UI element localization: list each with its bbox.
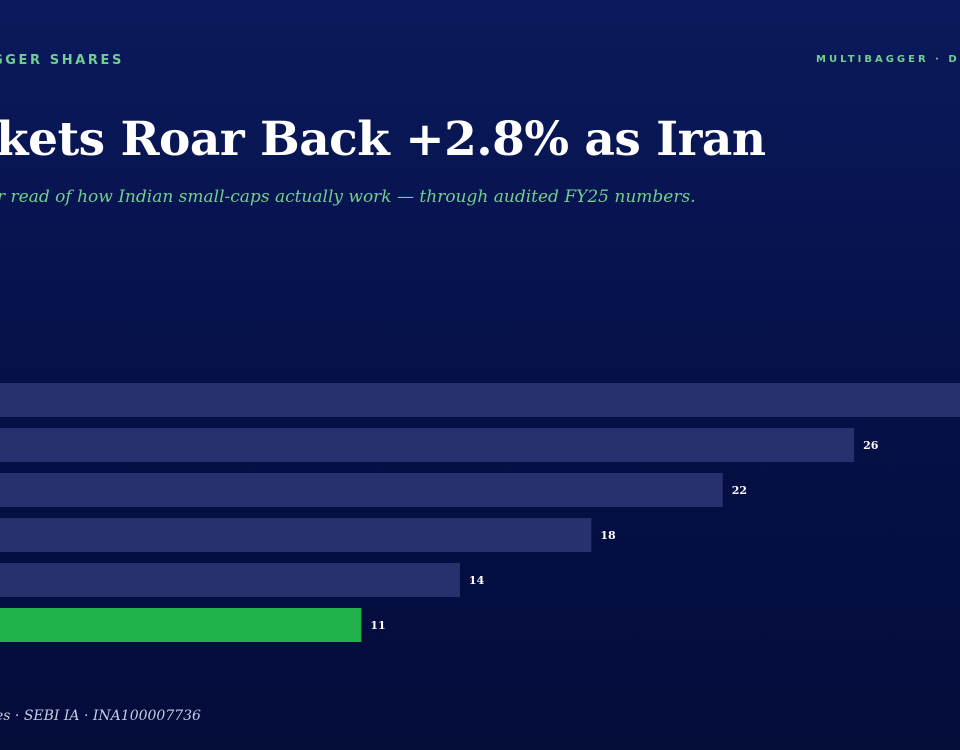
bar-3: [0, 518, 592, 552]
bar-4: [0, 563, 460, 597]
bar-value-label-2: 22: [732, 484, 747, 497]
bar-0: [0, 383, 960, 417]
bar-2: [0, 473, 723, 507]
bar-1: [0, 428, 855, 462]
brand-left: GGER SHARES: [0, 53, 124, 68]
subtitle: r read of how Indian small-caps actually…: [0, 187, 696, 207]
bar-value-label-3: 18: [600, 529, 616, 542]
brand-right: MULTIBAGGER · D: [816, 54, 960, 65]
bar-5: [0, 608, 362, 642]
bar-value-label-4: 14: [469, 574, 485, 587]
headline: kets Roar Back +2.8% as Iran: [0, 112, 766, 167]
footer-disclaimer: es · SEBI IA · INA100007736: [0, 708, 201, 724]
bar-value-label-5: 11: [370, 619, 385, 632]
bar-value-label-1: 26: [863, 439, 879, 452]
